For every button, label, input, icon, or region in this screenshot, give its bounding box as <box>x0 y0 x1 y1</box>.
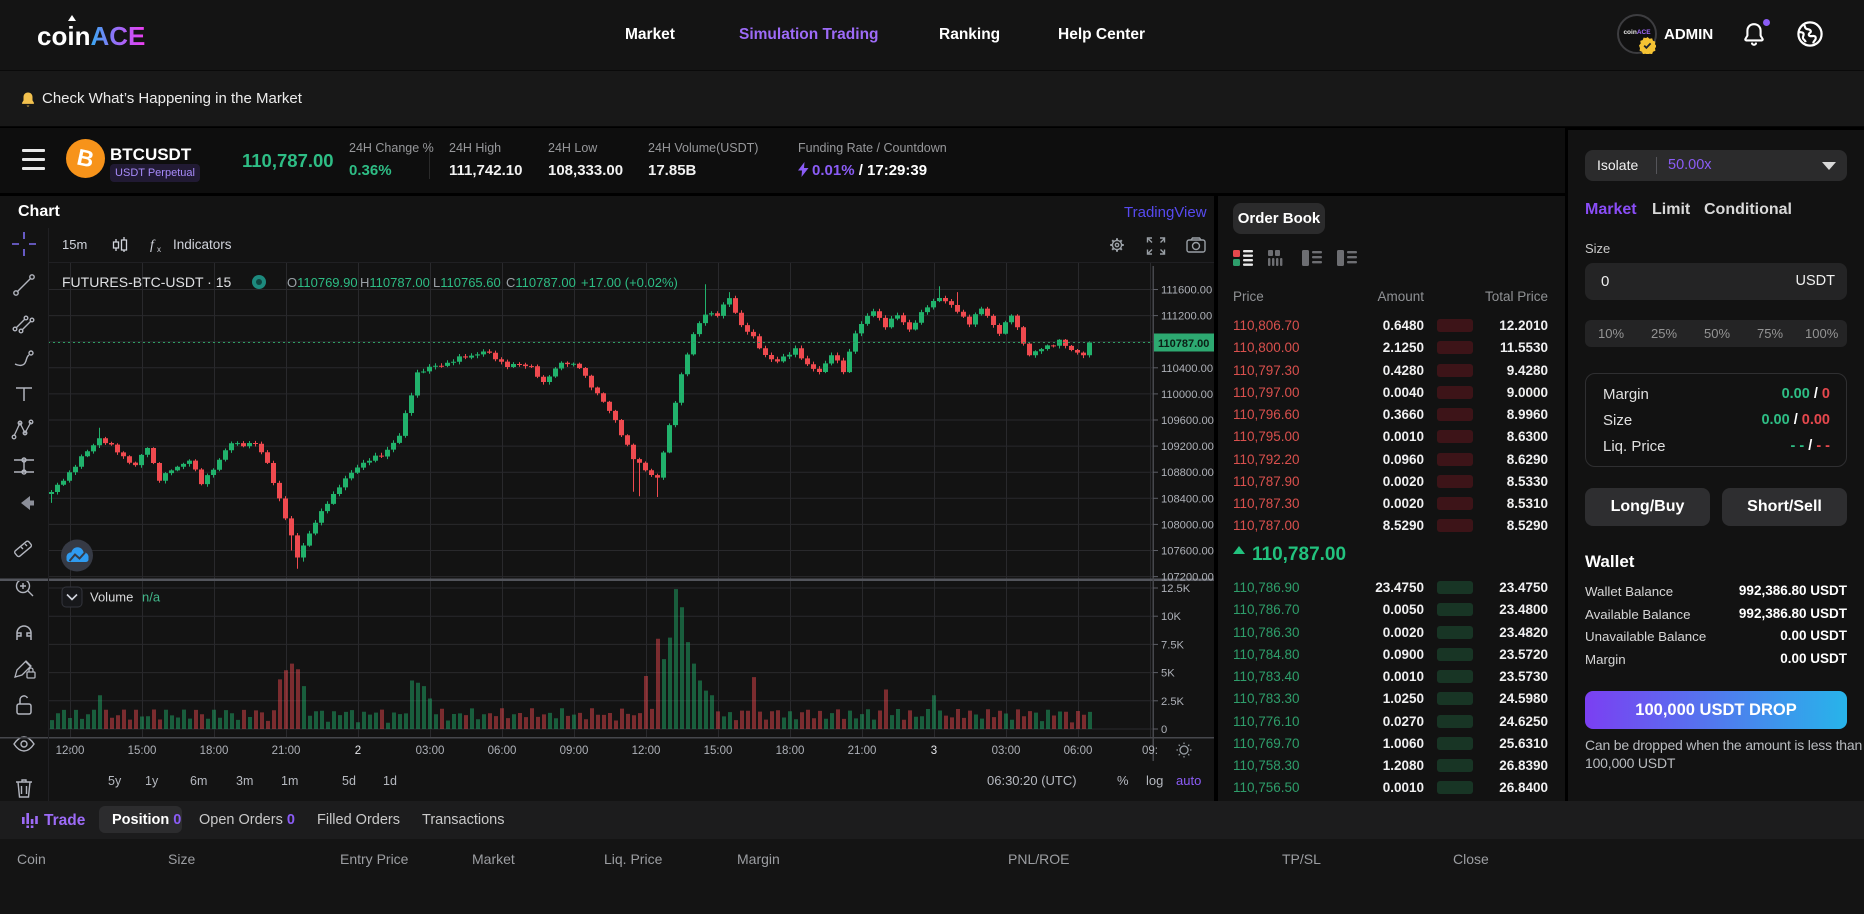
svg-text:110787.00: 110787.00 <box>1158 338 1209 350</box>
svg-text:03:00: 03:00 <box>416 745 445 757</box>
svg-text:H110787.00: H110787.00 <box>360 275 430 290</box>
svg-text:03:00: 03:00 <box>992 745 1021 757</box>
svg-text:2.5K: 2.5K <box>1161 696 1185 708</box>
svg-text:1y: 1y <box>145 774 159 788</box>
svg-text:x: x <box>157 245 161 254</box>
svg-text:5y: 5y <box>108 774 122 788</box>
svg-text:12:00: 12:00 <box>632 745 661 757</box>
svg-text:109200.00: 109200.00 <box>1161 441 1214 453</box>
svg-text:FUTURES-BTC-USDT · 15: FUTURES-BTC-USDT · 15 <box>62 274 232 290</box>
svg-text:10K: 10K <box>1161 611 1181 623</box>
svg-text:110000.00: 110000.00 <box>1161 389 1213 401</box>
svg-text:15:00: 15:00 <box>704 745 733 757</box>
svg-text:109600.00: 109600.00 <box>1161 415 1214 427</box>
svg-text:12.5K: 12.5K <box>1161 583 1191 595</box>
svg-text:15:00: 15:00 <box>128 745 157 757</box>
svg-text:107200.00: 107200.00 <box>1161 572 1214 584</box>
svg-text:log: log <box>1146 773 1163 788</box>
svg-text:%: % <box>1117 773 1129 788</box>
svg-text:n/a: n/a <box>142 590 161 605</box>
svg-text:06:00: 06:00 <box>1064 745 1093 757</box>
svg-text:auto: auto <box>1176 773 1201 788</box>
svg-text:108400.00: 108400.00 <box>1161 493 1214 505</box>
svg-text:21:00: 21:00 <box>272 745 301 757</box>
svg-text:09:: 09: <box>1142 745 1158 757</box>
svg-text:2: 2 <box>355 745 361 757</box>
svg-text:111600.00: 111600.00 <box>1161 285 1212 297</box>
svg-text:3: 3 <box>931 745 937 757</box>
svg-text:18:00: 18:00 <box>200 745 229 757</box>
svg-text:06:30:20 (UTC): 06:30:20 (UTC) <box>987 773 1077 788</box>
svg-text:110400.00: 110400.00 <box>1161 363 1213 375</box>
svg-text:107600.00: 107600.00 <box>1161 546 1214 558</box>
svg-text:108800.00: 108800.00 <box>1161 467 1214 479</box>
svg-text:f: f <box>150 238 156 253</box>
svg-text:6m: 6m <box>190 774 207 788</box>
svg-text:108000.00: 108000.00 <box>1161 519 1214 531</box>
svg-text:Volume: Volume <box>90 590 133 605</box>
svg-text:06:00: 06:00 <box>488 745 517 757</box>
svg-text:111200.00: 111200.00 <box>1161 311 1212 323</box>
svg-text:C110787.00: C110787.00 <box>506 275 576 290</box>
svg-text:7.5K: 7.5K <box>1161 639 1185 651</box>
svg-text:L110765.60: L110765.60 <box>433 275 501 290</box>
svg-text:18:00: 18:00 <box>776 745 805 757</box>
svg-text:1m: 1m <box>281 774 298 788</box>
svg-text:21:00: 21:00 <box>848 745 877 757</box>
svg-text:1d: 1d <box>383 774 397 788</box>
svg-text:3m: 3m <box>236 774 253 788</box>
svg-text:‹: ‹ <box>68 742 72 757</box>
svg-text:12:00: 12:00 <box>56 745 85 757</box>
svg-text:5K: 5K <box>1161 668 1175 680</box>
svg-text:0: 0 <box>1161 724 1167 736</box>
svg-text:5d: 5d <box>342 774 356 788</box>
svg-text:09:00: 09:00 <box>560 745 589 757</box>
svg-text:O110769.90: O110769.90 <box>287 275 358 290</box>
svg-text:+17.00 (+0.02%): +17.00 (+0.02%) <box>581 275 678 290</box>
